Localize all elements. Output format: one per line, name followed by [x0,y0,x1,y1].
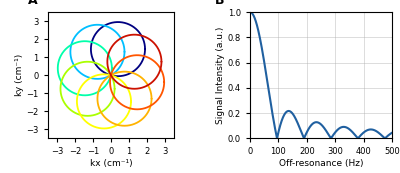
Text: B: B [214,0,224,7]
X-axis label: kx (cm⁻¹): kx (cm⁻¹) [90,159,132,168]
X-axis label: Off-resonance (Hz): Off-resonance (Hz) [279,159,363,168]
Text: A: A [28,0,37,7]
Y-axis label: Signal Intensity (a.u.): Signal Intensity (a.u.) [216,27,225,124]
Y-axis label: ky (cm⁻¹): ky (cm⁻¹) [15,54,24,96]
